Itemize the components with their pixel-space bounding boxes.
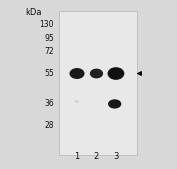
Text: 72: 72 — [44, 47, 54, 56]
Text: 130: 130 — [39, 20, 54, 29]
FancyBboxPatch shape — [59, 11, 137, 155]
Ellipse shape — [90, 69, 103, 78]
Ellipse shape — [69, 68, 85, 79]
Ellipse shape — [108, 99, 121, 109]
Text: 3: 3 — [113, 152, 119, 161]
Text: 36: 36 — [44, 99, 54, 108]
Text: 2: 2 — [94, 152, 99, 161]
Text: 28: 28 — [44, 121, 54, 130]
Text: kDa: kDa — [26, 8, 42, 17]
Text: 55: 55 — [44, 69, 54, 78]
Text: 1: 1 — [74, 152, 80, 161]
Ellipse shape — [108, 67, 124, 80]
Ellipse shape — [75, 100, 78, 103]
Text: 95: 95 — [44, 33, 54, 43]
